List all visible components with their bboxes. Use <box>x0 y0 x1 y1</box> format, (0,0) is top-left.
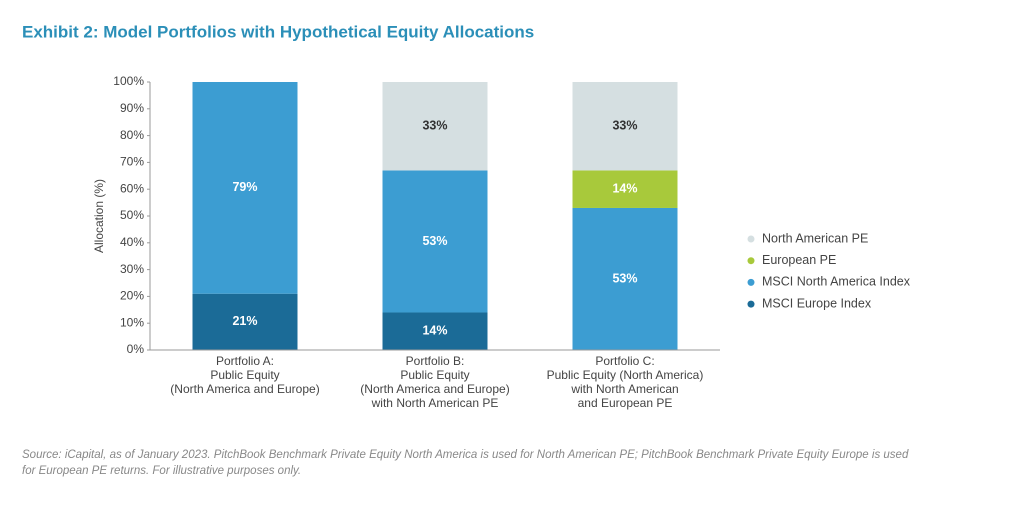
x-tick-label: Portfolio A: Public Equity (North America … <box>170 354 319 396</box>
x-tick-label: Portfolio B: Public Equity (North America … <box>360 354 509 410</box>
legend-marker <box>747 278 755 286</box>
y-axis-label: Allocation (%) <box>92 179 106 253</box>
y-tick-label: 60% <box>120 181 144 195</box>
data-label: 33% <box>422 119 447 133</box>
y-tick-label: 70% <box>120 155 144 169</box>
y-tick-label: 0% <box>127 342 145 356</box>
y-tick-label: 40% <box>120 235 144 249</box>
data-label: 79% <box>232 180 257 194</box>
legend-marker <box>747 300 755 308</box>
y-tick-label: 50% <box>120 208 144 222</box>
y-tick-label: 10% <box>120 315 144 329</box>
bar-segment <box>382 312 488 350</box>
bar-segment <box>382 170 488 313</box>
data-label: 53% <box>422 234 447 248</box>
y-tick-label: 90% <box>120 101 144 115</box>
bar-segment <box>192 293 298 350</box>
data-label: 14% <box>422 324 447 338</box>
bar-segment <box>572 82 678 171</box>
data-label: 14% <box>612 181 637 195</box>
legend-label: MSCI North America Index <box>762 275 911 289</box>
source-note: Source: iCapital, as of January 2023. Pi… <box>22 449 909 461</box>
data-label: 53% <box>612 271 637 285</box>
chart-title: Exhibit 2: Model Portfolios with Hypothe… <box>22 22 534 41</box>
y-tick-label: 100% <box>113 74 144 88</box>
data-label: 21% <box>232 314 257 328</box>
bar-segment <box>192 82 298 294</box>
legend-label: North American PE <box>762 231 868 245</box>
legend-label: MSCI Europe Index <box>762 296 872 310</box>
source-note: for European PE returns. For illustrativ… <box>22 465 301 477</box>
legend-marker <box>747 257 755 265</box>
bar-segment <box>572 170 678 208</box>
legend-label: European PE <box>762 253 836 267</box>
y-tick-label: 80% <box>120 128 144 142</box>
data-label: 33% <box>612 119 637 133</box>
legend-marker <box>747 235 755 243</box>
y-tick-label: 30% <box>120 262 144 276</box>
bar-segment <box>382 82 488 171</box>
bar-segment <box>572 207 678 350</box>
y-tick-label: 20% <box>120 289 144 303</box>
x-tick-label: Portfolio C: Public Equity (North America… <box>547 354 704 410</box>
